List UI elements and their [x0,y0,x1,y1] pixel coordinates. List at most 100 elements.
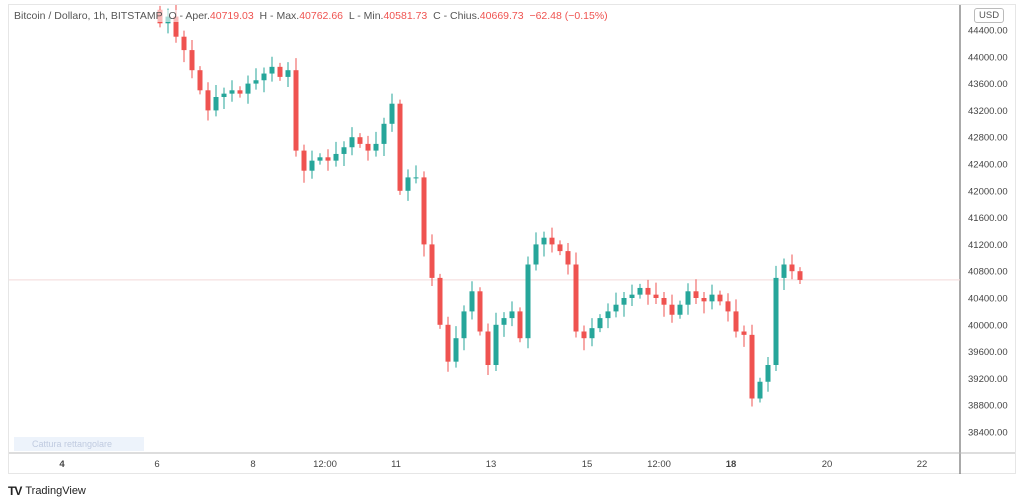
candle-body [269,66,275,74]
candle-body [341,147,347,154]
candle-body [789,264,795,272]
candle-body [293,70,299,151]
brand-name: TradingView [25,485,86,497]
candle-body [381,123,387,144]
candle-body [445,324,451,362]
candle-body [333,153,339,161]
candle-body [621,298,627,305]
price-tick-label: 39200.00 [968,374,1008,385]
candle-body [501,318,507,325]
candle-body [589,328,595,339]
close-label: C - Chius. [433,10,480,22]
candle-body [253,80,259,84]
candle-body [189,50,195,71]
chart-frame [8,4,1016,474]
candle-body [669,304,675,315]
candle-body [325,157,331,161]
candle-body [493,324,499,365]
candle-body [397,103,403,191]
candle-body [765,365,771,382]
candles-group [157,5,803,407]
candle-body [717,294,723,302]
price-tick-label: 40400.00 [968,294,1008,305]
candle-body [261,73,267,81]
candle-body [389,103,395,124]
candle-body [573,264,579,332]
candle-body [685,291,691,305]
symbol-title[interactable]: Bitcoin / Dollaro, 1h, BITSTAMP [14,10,163,22]
time-tick-label: 15 [582,459,593,470]
time-tick-label: 11 [391,459,401,470]
candle-body [509,311,515,319]
candle-body [597,318,603,329]
price-tick-label: 38400.00 [968,428,1008,439]
low-value: 40581.73 [383,10,428,22]
candle-body [429,244,435,278]
candlestick-chart[interactable]: 44400.00 44000.00 43600.00 43200.00 42800.00… [0,0,1024,480]
time-tick-label: 4 [59,459,65,470]
candle-body [469,291,475,312]
price-tick-label: 40800.00 [968,267,1008,278]
candle-body [565,251,571,265]
time-tick-label: 12:00 [313,459,337,470]
price-tick-label: 42400.00 [968,160,1008,171]
candle-body [277,66,283,77]
open-value: 40719.03 [209,10,254,22]
price-tick-label: 42000.00 [968,186,1008,197]
candle-body [557,244,563,252]
candle-body [693,291,699,298]
open-label: O - Aper. [168,10,210,22]
rectangle-capture-overlay: Cattura rettangolare [14,437,144,451]
price-tick-label: 40000.00 [968,320,1008,331]
time-tick-label: 22 [917,459,928,470]
time-tick-label: 8 [250,459,255,470]
candle-body [301,150,307,171]
candle-body [477,291,483,332]
candle-body [373,143,379,151]
candle-body [197,70,203,91]
candle-body [749,334,755,399]
candle-body [437,277,443,325]
candle-body [173,16,179,37]
symbol-legend: Bitcoin / Dollaro, 1h, BITSTAMP O - Aper… [14,10,608,22]
candle-body [365,143,371,151]
candle-body [285,70,291,77]
candle-body [317,157,323,161]
price-tick-label: 41600.00 [968,213,1008,224]
candle-body [709,294,715,302]
candle-body [349,137,355,148]
candle-body [701,298,707,302]
candle-body [413,177,419,179]
candle-body [661,298,667,305]
candle-body [773,277,779,365]
candle-body [245,83,251,94]
price-tick-label: 43200.00 [968,106,1008,117]
price-tick-label: 44000.00 [968,52,1008,63]
price-tick-label: 44400.00 [968,26,1008,37]
candle-body [781,264,787,278]
price-tick-label: 41200.00 [968,240,1008,251]
close-value: 40669.73 [479,10,524,22]
time-tick-label: 18 [726,459,737,470]
candle-body [421,177,427,245]
candle-body [517,311,523,339]
candle-body [357,137,363,144]
high-label: H - Max. [259,10,300,22]
currency-button[interactable]: USD [974,8,1005,23]
candle-body [741,331,747,335]
candle-body [405,177,411,191]
tradingview-logo[interactable]: TV TradingView [8,484,86,498]
low-label: L - Min. [348,10,384,22]
candle-body [205,90,211,111]
candle-body [229,90,235,94]
candle-body [485,331,491,365]
candle-body [605,311,611,319]
candle-body [453,338,459,362]
candle-body [309,160,315,171]
candle-body [461,311,467,339]
candle-body [237,90,243,94]
candle-body [733,311,739,332]
candle-body [541,237,547,245]
time-tick-label: 20 [822,459,833,470]
price-tick-label: 38800.00 [968,401,1008,412]
